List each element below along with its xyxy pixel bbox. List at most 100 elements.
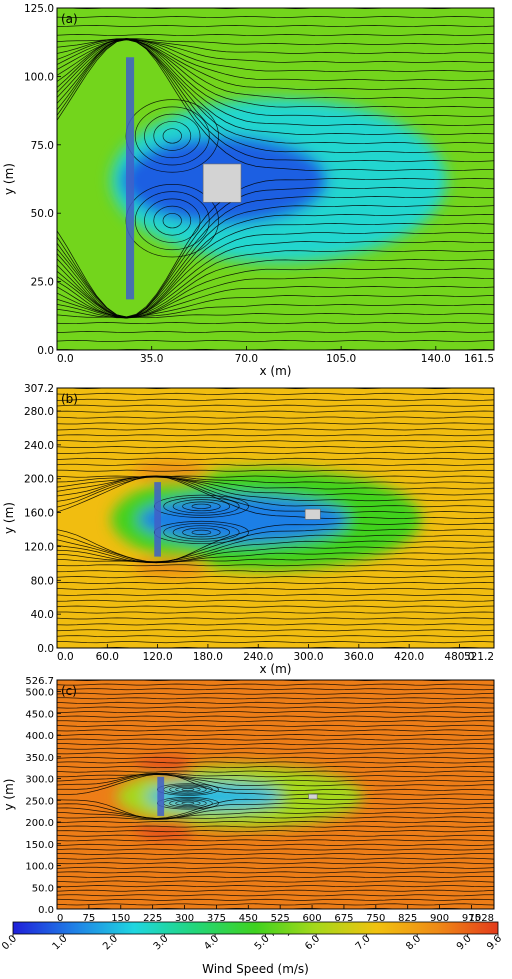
vortex-loop xyxy=(169,799,207,808)
x-tick-label: 120.0 xyxy=(143,651,173,663)
vortex-loop xyxy=(134,106,210,166)
porous-fence xyxy=(126,57,135,300)
streamline xyxy=(57,866,494,869)
x-tick-label: 450 xyxy=(239,913,258,924)
streamline xyxy=(57,629,494,632)
streamline xyxy=(57,404,494,407)
y-tick-label: 40.0 xyxy=(31,609,54,621)
panel-b: (b) 0.0 60.0 120.0 180.0 240.0 300.0 360.0 420.0… xyxy=(2,383,495,676)
x-tick-label: 600 xyxy=(303,913,322,924)
streamline xyxy=(57,617,494,620)
streamline xyxy=(57,641,494,644)
x-tick-label: 675 xyxy=(334,913,353,924)
colorbar-label: Wind Speed (m/s) xyxy=(202,962,309,976)
streamline xyxy=(57,816,494,820)
colorbar-tick-label: 1.0 xyxy=(51,933,70,952)
obstacle-building xyxy=(202,163,242,203)
streamline xyxy=(57,862,494,865)
y-tick-label: 350.0 xyxy=(25,753,54,764)
x-tick-label: 0.0 xyxy=(57,353,74,365)
x-tick-label: 75 xyxy=(83,913,96,924)
streamline xyxy=(57,752,494,755)
y-tick-label: 0.0 xyxy=(38,905,54,916)
streamline xyxy=(57,605,494,608)
vortex-loop xyxy=(175,786,201,793)
streamline xyxy=(57,688,494,691)
y-tick-label: 250.0 xyxy=(25,796,54,807)
vortex-loop xyxy=(181,788,195,792)
panel-a: (a) 0.0 35.0 70.0 105.0 140.0 161.5 0.0 25.0 50.0… xyxy=(2,3,495,378)
streamline xyxy=(57,756,494,759)
streamline xyxy=(57,410,494,413)
streamline xyxy=(57,440,494,443)
y-tick-label: 450.0 xyxy=(25,709,54,720)
streamline xyxy=(57,821,494,823)
streamline xyxy=(57,434,494,437)
panel-label: (b) xyxy=(61,392,78,406)
streamline xyxy=(57,773,494,787)
vortex-loop xyxy=(153,205,192,236)
y-tick-label: 400.0 xyxy=(25,731,54,742)
plot-frame xyxy=(56,679,495,910)
streamline xyxy=(57,683,494,686)
streamline xyxy=(57,576,494,579)
vortex-loop xyxy=(144,113,201,159)
x-tick-label: 60.0 xyxy=(96,651,119,663)
streamline xyxy=(57,848,494,851)
x-tick-label: 420.0 xyxy=(394,651,424,663)
vortex-loop xyxy=(163,523,240,542)
x-tick-label: 1028 xyxy=(469,913,494,924)
streamline xyxy=(57,313,494,319)
y-axis-label: y (m) xyxy=(2,779,16,811)
streamline xyxy=(57,528,494,564)
porous-fence xyxy=(154,482,161,557)
streamline xyxy=(57,570,494,573)
streamline xyxy=(57,475,494,514)
y-tick-label: 50.0 xyxy=(31,208,54,220)
streamline xyxy=(57,422,494,425)
streamline xyxy=(57,558,494,564)
streamline xyxy=(57,834,494,837)
streamline xyxy=(57,798,494,819)
streamline xyxy=(57,880,494,883)
high-speed-lobe-2 xyxy=(135,819,196,839)
vortex-loop xyxy=(169,785,207,794)
x-tick-label: 161.5 xyxy=(464,353,494,365)
y-tick-label: 300.0 xyxy=(25,775,54,786)
x-tick-label: 180.0 xyxy=(193,651,223,663)
streamline xyxy=(57,16,494,18)
x-tick-label: 480.0 xyxy=(444,651,474,663)
x-tick-label: 300 xyxy=(175,913,194,924)
streamline xyxy=(57,428,494,431)
streamline xyxy=(57,853,494,855)
streamline xyxy=(57,720,494,723)
streamline xyxy=(57,476,494,508)
y-tick-label: 0.0 xyxy=(37,345,54,357)
vortex-loop xyxy=(163,497,240,516)
streamline xyxy=(57,34,494,36)
vortex-loop xyxy=(144,198,201,243)
streamlines xyxy=(57,680,494,909)
streamline xyxy=(57,772,494,782)
x-axis-label: x (m) xyxy=(260,364,292,378)
streamline xyxy=(57,469,494,472)
streamline xyxy=(57,564,494,567)
streamline xyxy=(57,761,494,764)
streamline xyxy=(57,475,494,484)
x-tick-label: 525 xyxy=(271,913,290,924)
x-tick-label: 825 xyxy=(398,913,417,924)
y-axis-label: y (m) xyxy=(2,502,16,534)
x-tick-label: 240.0 xyxy=(243,651,273,663)
colorbar-tick-label: 9.6 xyxy=(485,933,504,952)
streamline xyxy=(57,898,494,901)
x-tick-label: 750 xyxy=(366,913,385,924)
vortex-loop xyxy=(182,501,221,512)
y-tick-label: 100.0 xyxy=(24,71,54,83)
vortex-loop xyxy=(162,213,182,229)
vortex-loop xyxy=(172,499,231,514)
colorbar-tick-label: 6.0 xyxy=(303,933,322,952)
streamline xyxy=(57,611,494,614)
streamline xyxy=(57,830,494,833)
